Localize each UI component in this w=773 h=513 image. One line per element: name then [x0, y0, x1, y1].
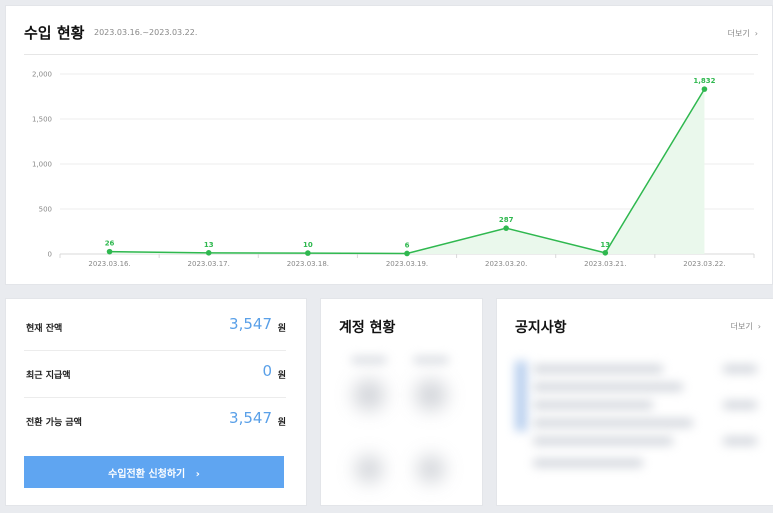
notice-card: 공지사항 더보기 › — [496, 298, 773, 506]
notice-more-link[interactable]: 더보기 › — [731, 321, 761, 332]
blurred-content — [533, 365, 663, 373]
chevron-right-icon: › — [188, 468, 200, 480]
blurred-content — [533, 401, 653, 409]
current-balance-unit: 원 — [277, 324, 286, 334]
x-tick-label: 2023.03.20. — [485, 260, 527, 268]
convertible-amount-value: 3,547 — [229, 409, 272, 427]
y-tick-label: 0 — [48, 251, 52, 259]
data-point — [701, 86, 708, 92]
recent-payout-label: 최근 지급액 — [26, 371, 71, 381]
data-point — [106, 248, 113, 255]
recent-payout-unit: 원 — [277, 371, 286, 381]
x-tick-label: 2023.03.16. — [88, 260, 130, 268]
data-label: 13 — [204, 241, 214, 249]
blurred-content — [533, 419, 693, 427]
y-tick-label: 1,000 — [32, 161, 52, 169]
chevron-right-icon: › — [755, 322, 761, 331]
account-title: 계정 현황 — [339, 320, 396, 336]
balance-row-recent-payout: 최근 지급액 0 원 — [24, 350, 286, 398]
data-label: 26 — [105, 240, 115, 248]
chevron-right-icon: › — [752, 29, 758, 38]
account-status-card: 계정 현황 — [320, 298, 483, 506]
data-point — [205, 250, 212, 256]
blurred-content — [533, 459, 643, 467]
data-label: 10 — [303, 241, 313, 249]
data-point — [503, 225, 509, 231]
blurred-content — [355, 455, 383, 483]
y-tick-label: 1,500 — [32, 116, 52, 124]
blurred-content — [723, 401, 757, 409]
data-label: 6 — [405, 241, 410, 249]
balance-card: 현재 잔액 3,547 원 최근 지급액 0 원 전환 가능 금액 3,547 … — [5, 298, 307, 506]
notice-title: 공지사항 — [515, 320, 567, 336]
data-point — [602, 250, 609, 256]
series-area — [109, 89, 705, 255]
income-title: 수입 현황 — [24, 24, 85, 42]
income-more-label: 더보기 — [727, 29, 750, 38]
convertible-amount-label: 전환 가능 금액 — [26, 418, 82, 428]
data-label: 1,832 — [693, 77, 715, 85]
data-point — [404, 250, 410, 257]
current-balance-label: 현재 잔액 — [26, 324, 63, 334]
recent-payout-value: 0 — [262, 362, 272, 380]
convertible-amount-unit: 원 — [277, 418, 286, 428]
blurred-content — [533, 383, 683, 391]
blurred-content — [723, 365, 757, 373]
x-tick-label: 2023.03.19. — [386, 260, 428, 268]
balance-row-current: 현재 잔액 3,547 원 — [24, 303, 286, 351]
blurred-content — [417, 455, 445, 483]
blurred-content — [415, 379, 447, 411]
convert-button-label: 수입전환 신청하기 — [108, 468, 186, 480]
blurred-content — [723, 437, 757, 445]
notice-more-label: 더보기 — [730, 322, 753, 331]
x-tick-label: 2023.03.17. — [188, 260, 230, 268]
y-tick-label: 500 — [39, 206, 52, 214]
balance-row-convertible: 전환 가능 금액 3,547 원 — [24, 397, 286, 445]
blurred-content — [515, 361, 527, 431]
y-tick-label: 2,000 — [32, 71, 52, 79]
data-label: 13 — [600, 241, 610, 249]
income-date-range: 2023.03.16.~2023.03.22. — [94, 28, 198, 37]
title-divider — [24, 54, 758, 55]
income-status-card: 수입 현황 2023.03.16.~2023.03.22. 더보기 › 0 500… — [5, 5, 773, 285]
income-more-link[interactable]: 더보기 › — [728, 28, 758, 39]
x-tick-label: 2023.03.22. — [683, 260, 725, 268]
income-line-chart: 0 500 1,000 1,500 2,000 2023.03.16. 2023.03.17… — [32, 71, 755, 268]
blurred-content — [533, 437, 673, 445]
data-point — [305, 250, 311, 256]
blurred-content — [353, 379, 385, 411]
current-balance-value: 3,547 — [229, 315, 272, 333]
blurred-content — [413, 357, 449, 363]
convert-income-button[interactable]: 수입전환 신청하기 › — [24, 456, 284, 488]
x-tick-label: 2023.03.18. — [287, 260, 329, 268]
series-line — [109, 88, 706, 255]
data-label: 287 — [499, 216, 514, 224]
blurred-content — [351, 357, 387, 363]
x-tick-label: 2023.03.21. — [584, 260, 626, 268]
